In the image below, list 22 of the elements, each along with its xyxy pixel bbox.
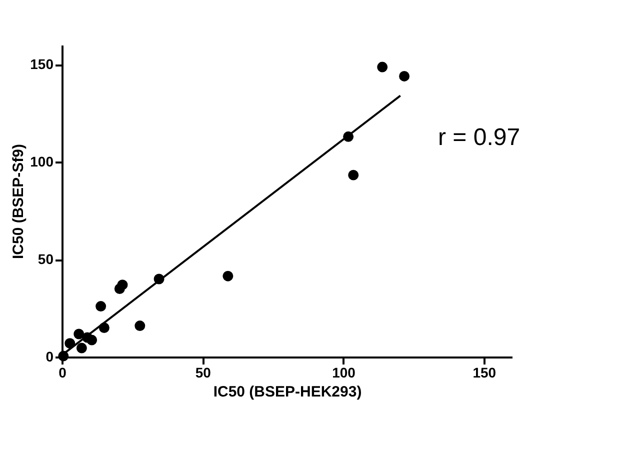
point [74, 328, 84, 340]
x-tick-label: 0 [58, 364, 67, 380]
point [64, 338, 76, 349]
annotation: r = 0.97 [438, 124, 520, 151]
x-axis-title: IC50 (BSEP-HEK293) [213, 384, 362, 400]
point [76, 342, 87, 354]
point [117, 280, 128, 290]
y-tick-label: 150 [30, 56, 54, 72]
y-axis-title: IC50 (BSEP-Sf9) [10, 144, 28, 260]
point [96, 301, 106, 312]
point [134, 320, 146, 332]
y-tick-label: 100 [30, 154, 54, 170]
x-tick-label: 150 [472, 364, 496, 380]
point [399, 70, 410, 82]
point [222, 270, 234, 282]
point [348, 170, 359, 180]
x-tick-label: 50 [195, 364, 212, 380]
y-tick-label: 0 [46, 348, 54, 364]
point [86, 334, 98, 346]
point [377, 62, 388, 72]
x-tick-label: 100 [332, 364, 356, 380]
y-tick-label: 50 [38, 251, 54, 267]
